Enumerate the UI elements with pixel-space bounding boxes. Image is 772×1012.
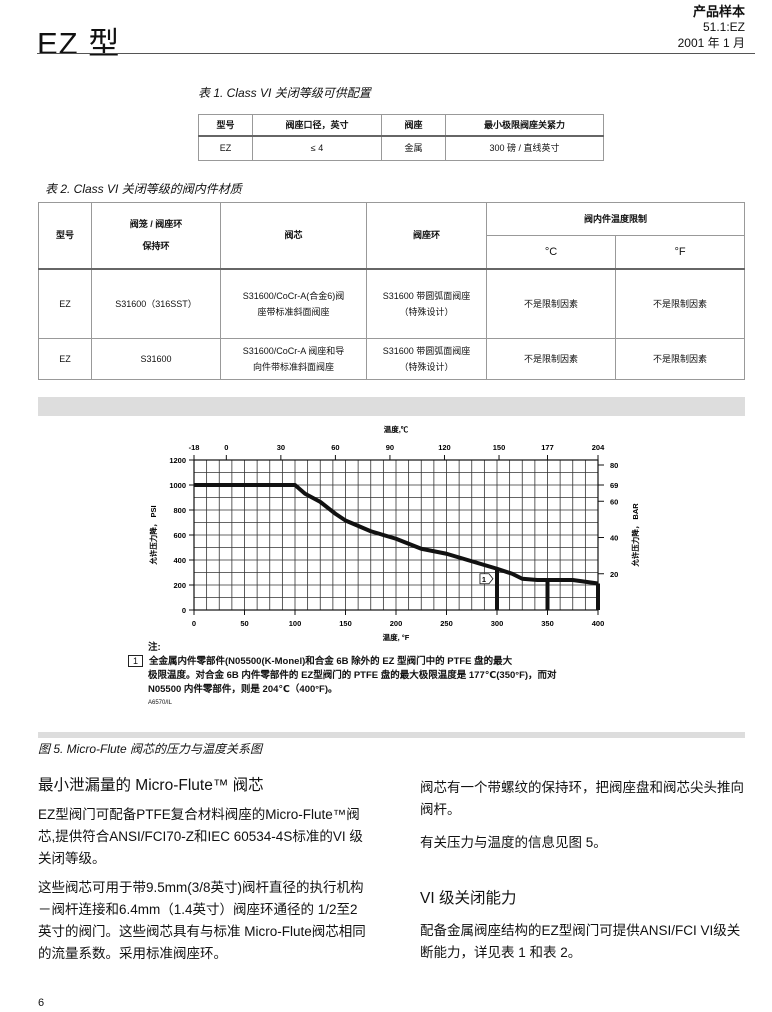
x-tick-label: 100: [289, 619, 302, 628]
y-tick-label: 1000: [169, 481, 186, 490]
table-cell: ≤ 4: [252, 135, 382, 161]
table-cell: 不是限制因素: [486, 338, 616, 380]
y2-axis-label: 允许压力降， BAR: [630, 503, 640, 568]
doc-type: 产品样本: [692, 4, 745, 19]
note-line: 全金属内件零部件(N05500(K-Monel)和合金 6B 除外的 EZ 型阀…: [149, 656, 513, 667]
x-tick-label: 400: [592, 619, 605, 628]
y-tick-label: 200: [173, 581, 186, 590]
x2-axis-label: 温度,℃: [384, 424, 409, 434]
x2-tick-label: 177: [541, 443, 554, 452]
left-paragraph-1: EZ型阀门可配备PTFE复合材料阀座的Micro-Flute™阀芯,提供符合AN…: [38, 807, 363, 866]
header-rule: [37, 53, 755, 54]
left-heading: 最小泄漏量的 Micro-Flute™ 阀芯: [38, 777, 264, 794]
x-tick-label: 350: [541, 619, 554, 628]
x-tick-label: 50: [240, 619, 248, 628]
x-tick-label: 300: [491, 619, 504, 628]
table2-header: °F: [615, 235, 745, 270]
table1-header: 型号: [198, 114, 253, 137]
pressure-temperature-chart: 0 50 100 150 200 250 300 350 4000200400600800100…: [148, 424, 640, 642]
table-cell: S31600 带圆弧面阀座（特殊设计）: [366, 268, 487, 339]
x2-tick-label: 120: [438, 443, 451, 452]
note-marker: 1: [128, 655, 144, 667]
table1-header: 阀座: [381, 114, 446, 137]
y-tick-label: 800: [173, 506, 186, 515]
y-axis-label: 允许压力降， PSI: [148, 505, 158, 565]
x2-tick-label: 60: [331, 443, 339, 452]
table2-header: 阀笼 / 阀座环 保持环: [91, 202, 221, 270]
x2-tick-label: 0: [224, 443, 228, 452]
x2-tick-label: -18: [189, 443, 200, 452]
table-cell: S31600（316SST）: [91, 268, 221, 339]
doc-date: 2001 年 1 月: [677, 36, 745, 50]
table-cell: S31600/CoCr-A(合金6)阀座带标准斜面阀座: [220, 268, 367, 339]
table-cell: EZ: [38, 338, 92, 380]
table2-header: 阀芯: [220, 202, 367, 270]
x-axis-label: 温度, °F: [383, 632, 410, 642]
table-row: EZ S31600（316SST） S31600/CoCr-A(合金6)阀座带标…: [38, 268, 745, 339]
table2-header: 阀内件温度限制: [486, 202, 745, 236]
right-paragraph-1: 阀芯有一个带螺纹的保持环，把阀座盘和阀芯尖头推向阀杆。: [420, 780, 744, 817]
x-tick-label: 0: [192, 619, 196, 628]
right-paragraph-2: 有关压力与温度的信息见图 5。: [420, 835, 607, 850]
x2-tick-label: 90: [386, 443, 394, 452]
x-tick-label: 250: [440, 619, 453, 628]
notes-label: 注:: [148, 642, 161, 653]
y2-tick-label: 80: [610, 461, 618, 470]
figure-top-bar: [38, 397, 745, 416]
table-cell: S31600: [91, 338, 221, 380]
note-line: 极限温度。对合金 6B 内件零部件的 EZ型阀门的 PTFE 盘的最大极限温度是…: [148, 670, 557, 681]
note-1: 1 全金属内件零部件(N05500(K-Monel)和合金 6B 除外的 EZ 型…: [128, 655, 512, 670]
table-cell: 不是限制因素: [615, 268, 745, 339]
table-cell: S31600/CoCr-A 阀座和导向件带标准斜面阀座: [220, 338, 367, 380]
table-cell: EZ: [38, 268, 92, 339]
table-row: EZ S31600 S31600/CoCr-A 阀座和导向件带标准斜面阀座 S3…: [38, 338, 745, 380]
table-cell: 不是限制因素: [615, 338, 745, 380]
table1-header: 最小极限阀座关紧力: [445, 114, 604, 137]
figure-caption: 图 5. Micro-Flute 阀芯的压力与温度关系图: [38, 742, 263, 756]
y2-tick-label: 40: [610, 534, 618, 543]
figure-code: A6570/IL: [148, 700, 173, 706]
y-tick-label: 600: [173, 531, 186, 540]
doc-number: 51.1:EZ: [702, 20, 745, 34]
annotation-marker: [479, 573, 494, 585]
y-tick-label: 0: [182, 606, 186, 615]
right-paragraph-3: 配备金属阀座结构的EZ型阀门可提供ANSI/FCI VI级关断能力，详见表 1 …: [420, 923, 741, 960]
page-title: EZ 型: [37, 26, 121, 61]
pressure-curve: [194, 483, 599, 586]
table-cell: 金属: [381, 135, 446, 161]
table-cell: 不是限制因素: [486, 268, 616, 339]
figure-bottom-bar: [38, 732, 745, 738]
page-number: 6: [38, 997, 45, 1009]
x2-tick-label: 204: [592, 443, 605, 452]
y-tick-label: 1200: [169, 456, 186, 465]
table-cell: 300 磅 / 直线英寸: [445, 135, 604, 161]
table2: 型号 阀笼 / 阀座环 保持环 阀芯 阀座环 阀内件温度限制 °C °F EZ …: [38, 202, 745, 380]
y2-tick-label: 20: [610, 570, 618, 579]
y2-tick-label: 60: [610, 497, 618, 506]
x-tick-label: 150: [339, 619, 352, 628]
x2-tick-label: 30: [277, 443, 285, 452]
table1: 型号 阀座口径，英寸 阀座 最小极限阀座关紧力 EZ ≤ 4 金属 300 磅 …: [198, 114, 604, 161]
table-row: EZ ≤ 4 金属 300 磅 / 直线英寸: [198, 135, 604, 161]
table-cell: EZ: [198, 135, 253, 161]
left-paragraph-2: 这些阀芯可用于带9.5mm(3/8英寸)阀杆直径的执行机构－阀杆连接和6.4mm…: [38, 880, 366, 961]
x-tick-label: 200: [390, 619, 403, 628]
table-cell: S31600 带圆弧面阀座（特殊设计）: [366, 338, 487, 380]
table2-header: 型号: [38, 202, 92, 270]
table2-header: °C: [486, 235, 616, 270]
x2-tick-label: 150: [493, 443, 506, 452]
table2-header: 阀座环: [366, 202, 487, 270]
table1-caption: 表 1. Class VI 关闭等级可供配置: [198, 86, 371, 100]
y-tick-label: 400: [173, 556, 186, 565]
note-line: N05500 内件零部件，则是 204℃（400°F)。: [148, 684, 338, 695]
annotation-label: 1: [482, 575, 486, 584]
y2-tick-label: 69: [610, 481, 618, 490]
table2-caption: 表 2. Class VI 关闭等级的阀内件材质: [45, 182, 242, 196]
right-heading: VI 级关闭能力: [420, 890, 517, 907]
table1-header: 阀座口径，英寸: [252, 114, 382, 137]
